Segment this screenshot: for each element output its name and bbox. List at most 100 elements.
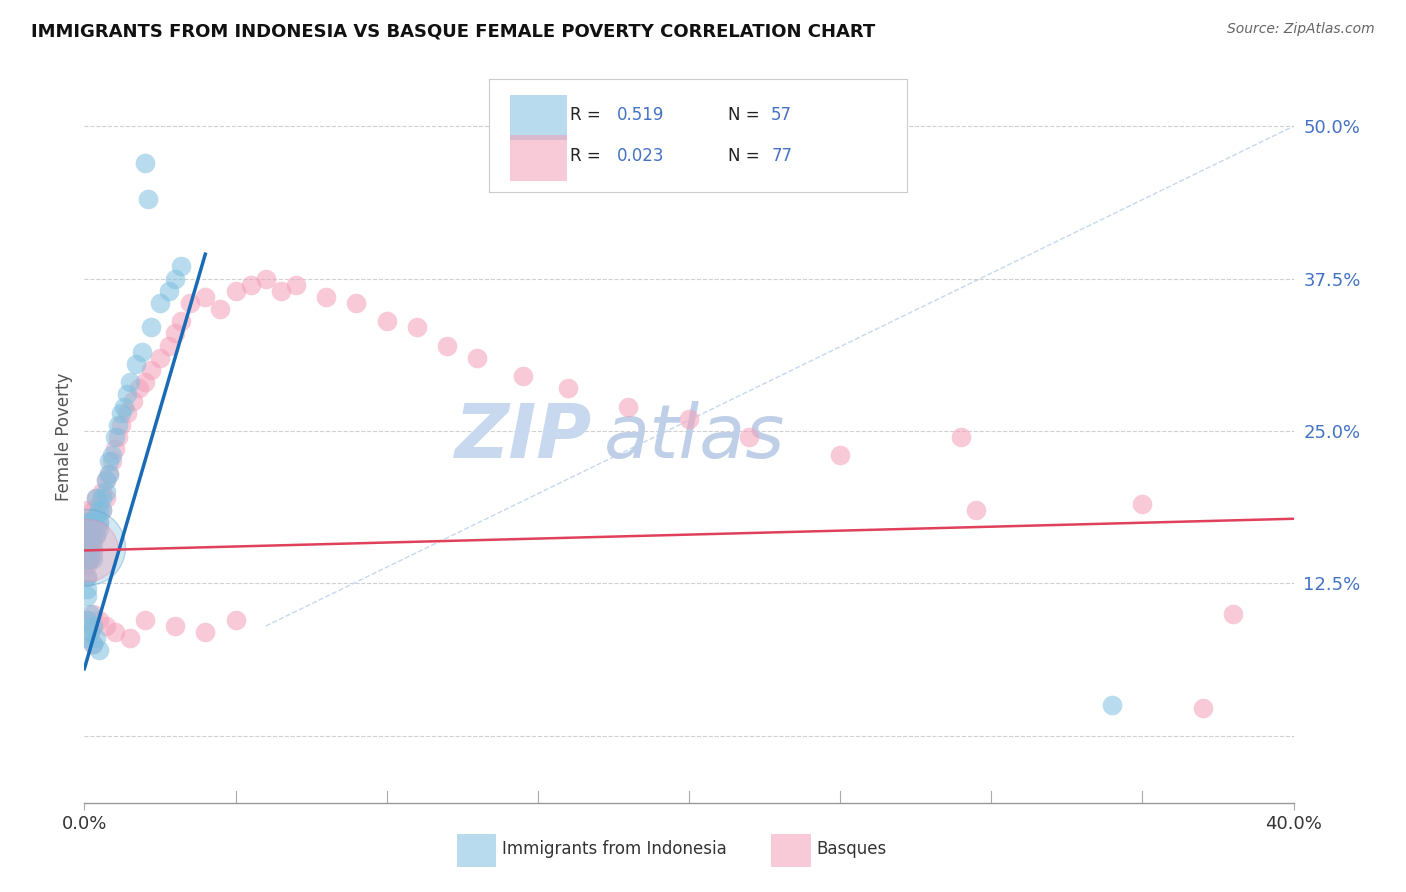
Point [79,527,101,541]
Point [738,430,761,444]
Text: Basques: Basques [815,840,886,858]
Point [79,516,101,530]
Point [76,503,98,517]
Point [134,376,156,390]
FancyBboxPatch shape [457,834,495,866]
Point [115,406,138,420]
Point [194,290,217,304]
Point [82,637,104,651]
Text: Source: ZipAtlas.com: Source: ZipAtlas.com [1227,22,1375,37]
Point [406,320,429,334]
Point [97,467,120,481]
Point [76,546,98,560]
Point [965,503,987,517]
Point [76,540,98,554]
Point [139,320,162,334]
Text: 77: 77 [770,147,792,165]
Point [375,314,398,328]
Point [1192,700,1215,714]
Text: IMMIGRANTS FROM INDONESIA VS BASQUE FEMALE POVERTY CORRELATION CHART: IMMIGRANTS FROM INDONESIA VS BASQUE FEMA… [31,22,875,40]
Text: R =: R = [571,106,602,124]
Point [76,589,98,603]
Point [76,527,98,541]
Point [149,351,172,365]
Point [79,625,101,640]
Text: N =: N = [728,147,759,165]
Point [79,607,101,621]
Point [104,442,127,457]
Point [134,613,156,627]
Point [91,485,114,500]
Point [79,540,101,554]
Point [118,632,141,646]
Point [107,417,129,432]
Point [76,558,98,573]
Point [76,613,98,627]
Point [76,516,98,530]
Point [76,613,98,627]
Point [86,632,108,646]
Text: 0.023: 0.023 [616,147,664,165]
Point [157,339,180,353]
Point [86,491,108,505]
Point [136,193,159,207]
Point [678,412,700,426]
Point [89,516,111,530]
Point [76,533,98,548]
Point [1101,698,1123,713]
Point [107,430,129,444]
Point [209,302,232,317]
Point [100,449,122,463]
Point [165,271,187,285]
Point [170,314,193,328]
Text: ZIP: ZIP [456,401,592,474]
Text: atlas: atlas [605,401,786,473]
Point [118,376,141,390]
Point [91,491,114,505]
Point [79,552,101,566]
Point [79,527,101,541]
Point [79,540,101,554]
Point [270,284,292,298]
Point [76,533,98,548]
Point [346,296,368,310]
Text: 0.519: 0.519 [616,106,664,124]
Point [170,260,193,274]
Point [91,503,114,517]
Point [94,619,117,633]
Point [82,503,104,517]
Point [82,521,104,535]
Point [110,406,132,420]
Point [194,625,217,640]
Point [82,637,104,651]
Point [82,540,104,554]
Point [115,387,138,401]
Point [165,619,187,633]
Point [94,473,117,487]
FancyBboxPatch shape [510,135,565,179]
Point [79,516,101,530]
Point [467,351,489,365]
Point [76,540,98,554]
Point [315,290,337,304]
Point [82,533,104,548]
Point [79,533,101,548]
Point [79,552,101,566]
Point [89,643,111,657]
Point [104,625,127,640]
Point [91,503,114,517]
Point [82,546,104,560]
Point [86,527,108,541]
Point [76,570,98,584]
Point [157,284,180,298]
Point [225,613,247,627]
FancyBboxPatch shape [489,78,907,192]
Point [76,543,98,558]
Point [76,582,98,597]
Point [97,467,120,481]
Point [76,527,98,541]
Point [76,632,98,646]
FancyBboxPatch shape [770,834,810,866]
Point [86,509,108,524]
Point [94,485,117,500]
